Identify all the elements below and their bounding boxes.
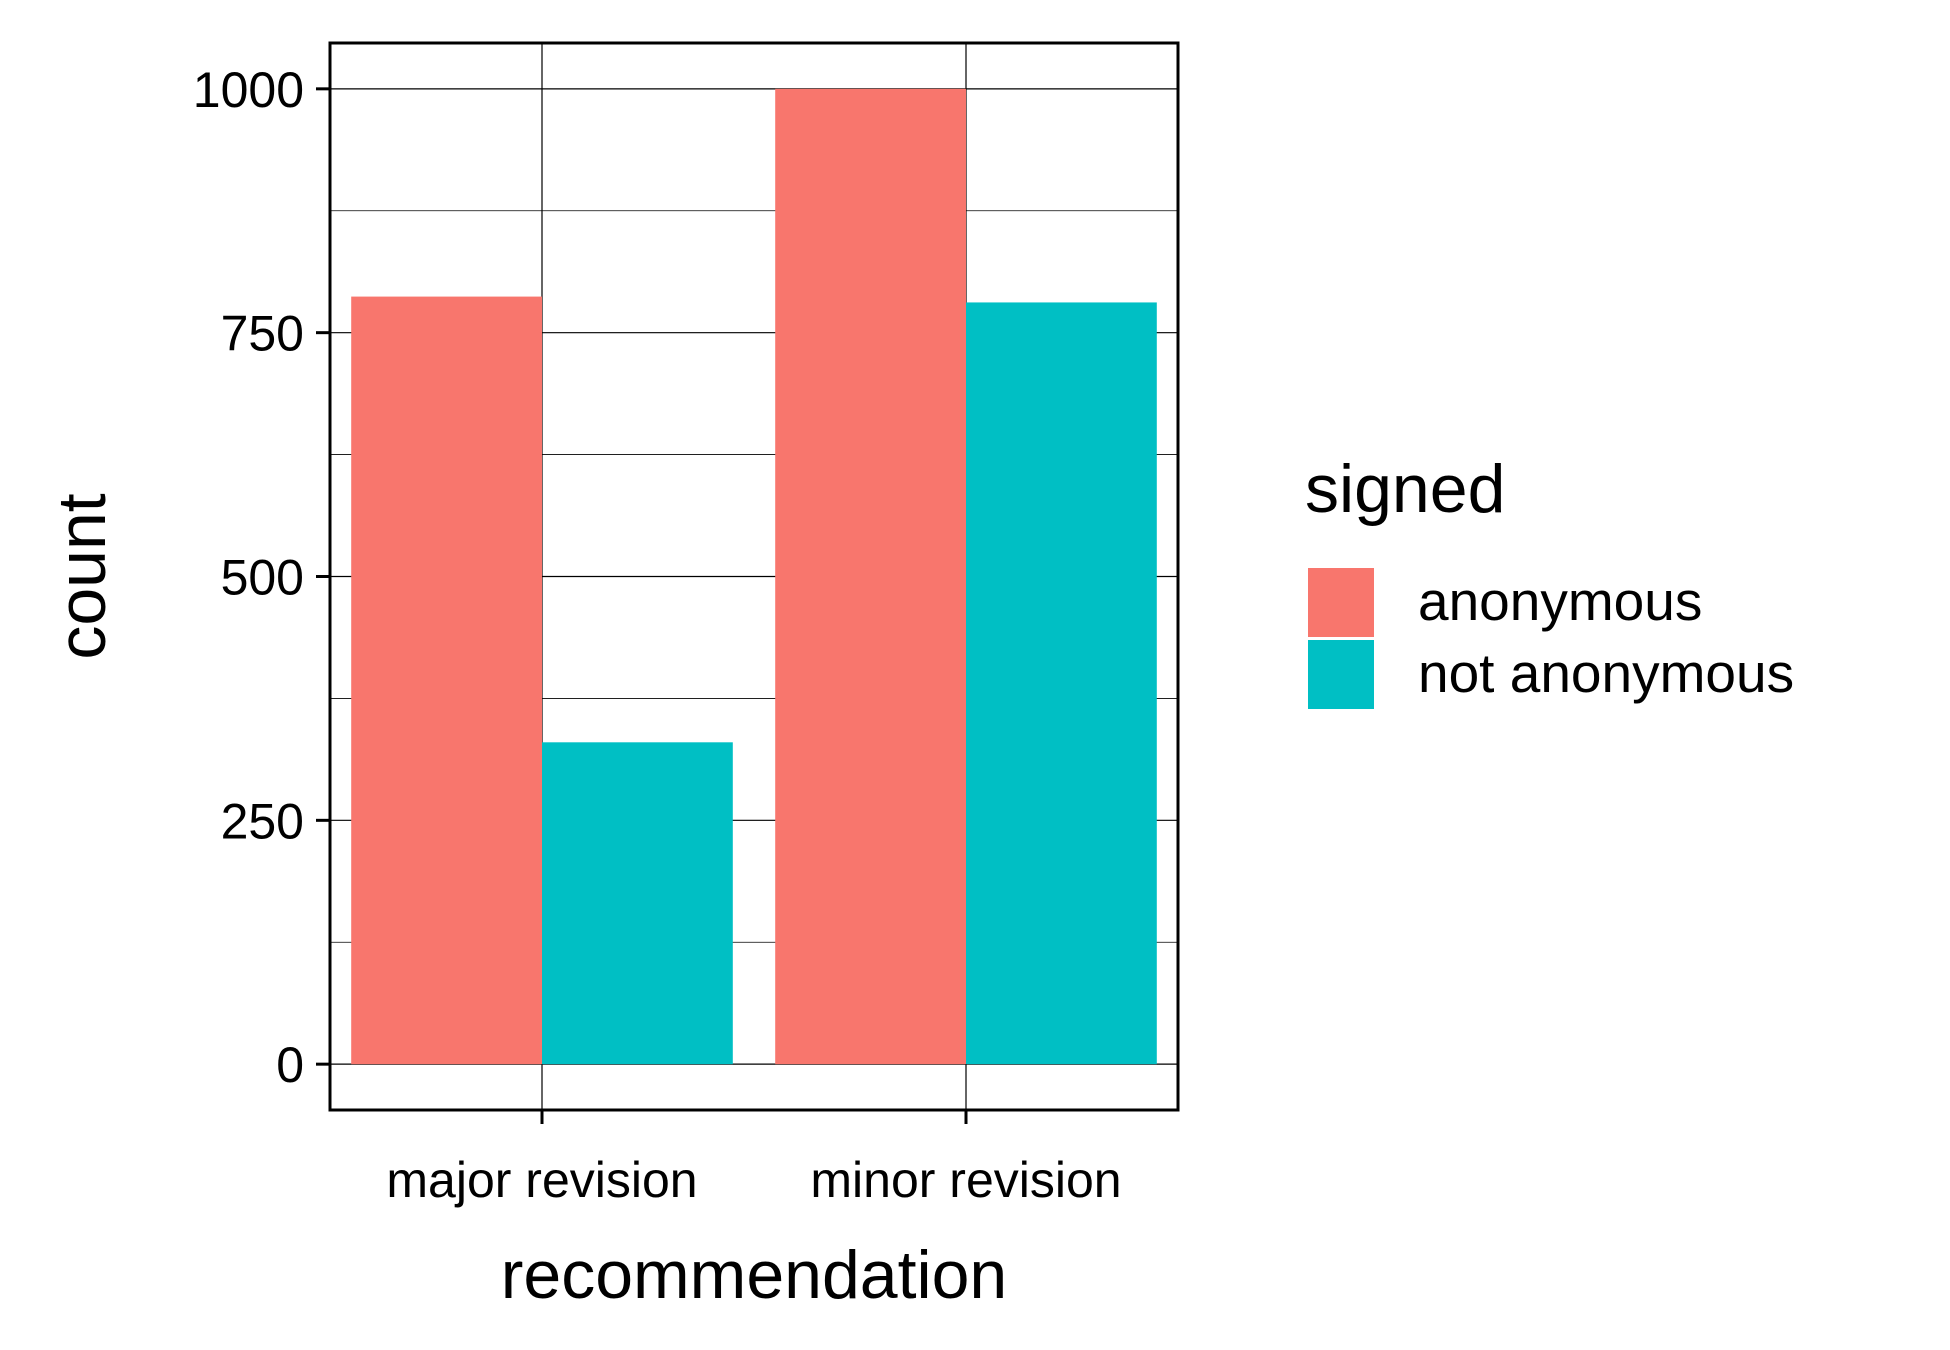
legend-key: [1308, 568, 1374, 637]
y-tick-label: 1000: [193, 62, 304, 118]
legend: signed anonymous not anonymous: [1305, 451, 1794, 709]
legend-label: anonymous: [1418, 570, 1702, 632]
y-tick-label: 500: [221, 550, 304, 606]
legend-title: signed: [1305, 451, 1505, 527]
y-tick-label: 250: [221, 793, 304, 849]
bar-anonymous-major-revision: [351, 296, 542, 1065]
y-tick-label: 750: [221, 306, 304, 362]
bar-anonymous-minor-revision: [775, 88, 966, 1065]
y-tick-label: 0: [276, 1037, 304, 1093]
bar-not-anonymous-major-revision: [542, 742, 733, 1065]
x-tick-label: minor revision: [810, 1152, 1121, 1208]
x-axis-title: recommendation: [501, 1237, 1007, 1313]
legend-key: [1308, 640, 1374, 709]
bar-not-anonymous-minor-revision: [966, 302, 1157, 1065]
y-axis-title: count: [44, 493, 120, 659]
x-tick-label: major revision: [386, 1152, 697, 1208]
axes: 0 250 500 750 1000 major revision minor revisi…: [193, 62, 1122, 1208]
bars: [351, 88, 1157, 1065]
legend-label: not anonymous: [1418, 642, 1794, 704]
